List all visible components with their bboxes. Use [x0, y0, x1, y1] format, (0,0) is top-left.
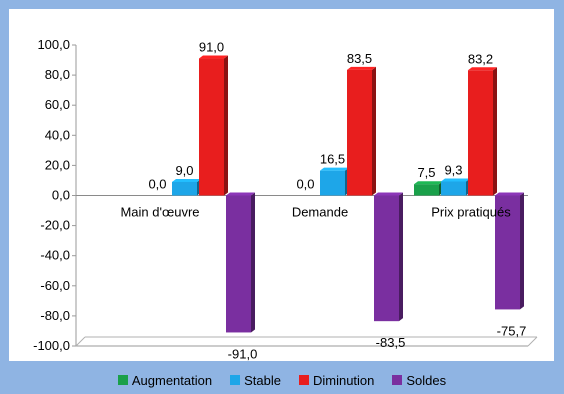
legend-swatch	[230, 375, 241, 385]
y-tick-label: -60,0	[40, 278, 70, 293]
plot-area: 100,0 80,0 60,0 40,0 20,0 0,0 -20,0 -40,0 -60,0 -…	[9, 9, 554, 361]
data-label: 9,3	[444, 163, 462, 178]
data-label: 9,0	[175, 163, 193, 178]
category-label: Main d'œuvre	[120, 205, 199, 220]
y-tick-label: 20,0	[45, 157, 70, 172]
bar-side	[224, 55, 228, 196]
bar-top	[320, 167, 349, 171]
legend-swatch	[298, 375, 309, 385]
data-label: 7,5	[417, 165, 435, 180]
data-label: 83,5	[347, 51, 372, 66]
bar	[414, 184, 439, 196]
data-label: -75,7	[497, 323, 527, 338]
bar-top	[495, 192, 524, 196]
legend-item: Soldes	[392, 373, 446, 388]
legend-item: Augmentation	[117, 372, 213, 388]
bar	[374, 195, 399, 322]
legend-label: Diminution	[312, 372, 375, 388]
bar-side	[493, 67, 497, 196]
data-label: 16,5	[320, 152, 345, 167]
data-label: 91,0	[199, 40, 224, 55]
y-tick-label: -20,0	[40, 218, 70, 233]
data-label: 0,0	[148, 177, 166, 192]
legend-label: Stable	[244, 372, 281, 388]
bar-top	[414, 181, 443, 185]
y-tick-label: -80,0	[40, 308, 70, 323]
bar-side	[372, 66, 376, 196]
bar-chart: 100,0 80,0 60,0 40,0 20,0 0,0 -20,0 -40,0 -60,0 -…	[33, 37, 538, 361]
legend: Augmentation Stable Diminution Soldes	[0, 370, 564, 390]
y-tick-label: 100,0	[37, 37, 70, 52]
bar	[495, 195, 520, 310]
bar-side	[251, 192, 255, 333]
legend-item: Diminution	[298, 372, 375, 388]
y-tick-label: 40,0	[45, 127, 70, 142]
bar-side	[520, 192, 524, 310]
data-label: -91,0	[228, 346, 258, 361]
legend-label: Soldes	[406, 372, 447, 388]
data-label: 83,2	[468, 51, 493, 66]
bar-top	[468, 67, 497, 71]
bar	[226, 195, 251, 333]
category-label: Demande	[292, 205, 348, 220]
bar	[468, 70, 493, 196]
bar	[441, 181, 466, 196]
bar-top	[347, 66, 376, 70]
bar-top	[441, 178, 470, 182]
bar-top	[199, 55, 228, 59]
y-tick-label: -100,0	[33, 338, 70, 353]
y-tick-label: 80,0	[45, 67, 70, 82]
legend-item: Stable	[230, 373, 281, 388]
floor-left-edge	[75, 336, 86, 347]
bar-top	[172, 178, 201, 182]
bar-top	[226, 192, 255, 196]
bar	[172, 181, 197, 196]
bar-side	[399, 192, 403, 322]
data-label: 0,0	[296, 177, 314, 192]
bar-top	[374, 192, 403, 196]
legend-label: Augmentation	[131, 372, 213, 388]
y-tick-label: -40,0	[40, 248, 70, 263]
bar	[320, 170, 345, 196]
bar	[199, 58, 224, 196]
bar	[347, 69, 372, 196]
category-label: Prix pratiqués	[431, 205, 511, 220]
legend-swatch	[117, 375, 128, 385]
y-tick-label: 0,0	[52, 188, 70, 203]
legend-swatch	[392, 375, 403, 385]
y-tick-label: 60,0	[45, 97, 70, 112]
data-label: -83,5	[376, 335, 406, 350]
floor-right-edge	[527, 336, 538, 347]
